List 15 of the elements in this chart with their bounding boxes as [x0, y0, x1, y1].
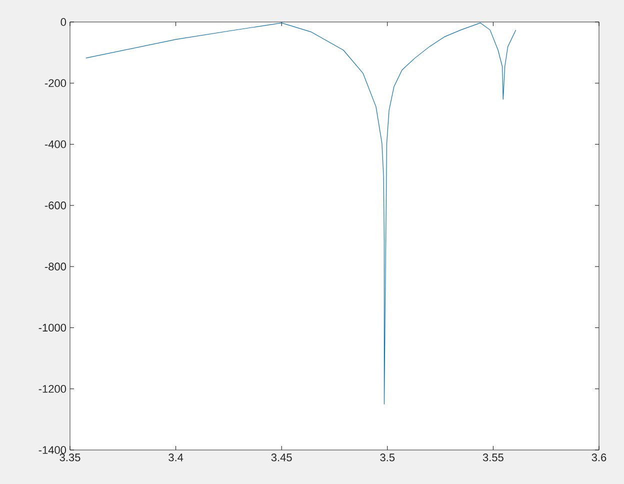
x-tick-label: 3.45: [271, 454, 292, 462]
x-tick-label: 3.5: [380, 454, 395, 462]
line-series: [86, 22, 516, 404]
y-tick-label: -1200: [38, 384, 66, 393]
y-tick-label: -200: [44, 79, 66, 88]
x-tick-label: 3.35: [60, 454, 80, 462]
y-tick-label: 0: [60, 18, 66, 26]
y-tick-label: -1000: [38, 324, 66, 332]
y-tick-label: -400: [44, 140, 66, 148]
y-tick-label: -800: [44, 262, 66, 270]
x-tick-label: 3.4: [168, 454, 184, 462]
y-tick-label: -600: [44, 202, 66, 210]
x-tick-label: 3.55: [482, 454, 504, 462]
y-tick-label: -1400: [38, 446, 66, 454]
x-tick-label: 3.6: [592, 454, 606, 462]
